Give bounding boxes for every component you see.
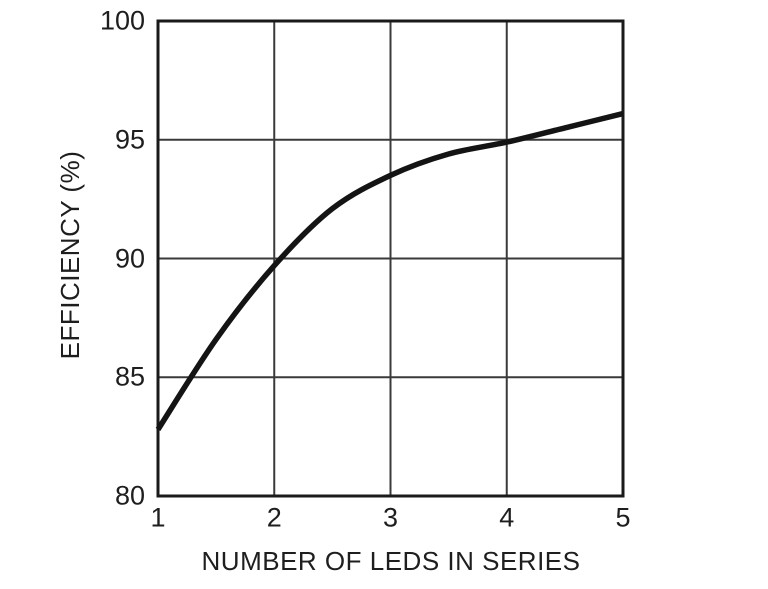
x-tick-2: 2 xyxy=(266,502,282,533)
y-tick-95: 95 xyxy=(114,124,145,155)
plot-frame xyxy=(156,19,625,498)
y-tick-100: 100 xyxy=(99,5,145,36)
y-tick-90: 90 xyxy=(114,243,145,273)
y-tick-80: 80 xyxy=(114,480,145,511)
x-tick-3: 3 xyxy=(382,502,399,533)
x-axis-title: NUMBER OF LEDS IN SERIES xyxy=(201,546,581,576)
x-tick-1: 1 xyxy=(150,502,166,533)
x-tick-4: 4 xyxy=(499,502,515,533)
x-tick-5: 5 xyxy=(615,502,631,533)
efficiency-curve xyxy=(155,110,624,431)
y-axis-title: EFFICIENCY (%) xyxy=(55,150,85,360)
y-tick-85: 85 xyxy=(114,361,145,392)
